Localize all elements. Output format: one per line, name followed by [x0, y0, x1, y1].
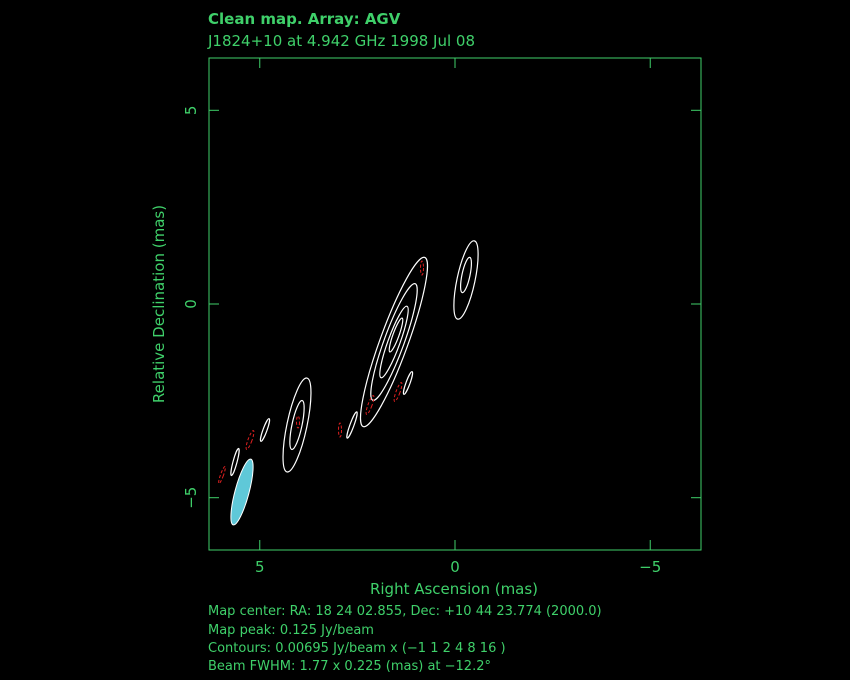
x-tick-label: 0 [450, 558, 460, 576]
y-tick-label: 5 [182, 106, 200, 116]
contour [459, 256, 473, 294]
y-tick-label: −5 [182, 487, 200, 509]
negative-contour [296, 415, 300, 429]
x-tick-label: −5 [639, 558, 661, 576]
contour [379, 305, 409, 379]
negative-contour [393, 382, 403, 402]
negative-contour [245, 430, 255, 450]
contour [370, 283, 418, 401]
x-tick-label: 5 [255, 558, 265, 576]
contour [230, 447, 240, 477]
note: Map center: RA: 18 24 02.855, Dec: +10 4… [208, 604, 602, 619]
note: Beam FWHM: 1.77 x 0.225 (mas) at −12.2° [208, 659, 491, 674]
contour [289, 399, 305, 451]
contour [259, 418, 271, 442]
negative-contour [218, 466, 226, 484]
negative-contour [420, 260, 424, 276]
contour [388, 317, 404, 353]
contour [402, 371, 414, 395]
contour [453, 240, 479, 320]
negative-contour [338, 422, 342, 438]
beam [230, 458, 254, 526]
x-axis-label: Right Ascension (mas) [370, 580, 538, 598]
chart-subtitle: J1824+10 at 4.942 GHz 1998 Jul 08 [207, 32, 475, 50]
chart-title: Clean map. Array: AGV [208, 10, 401, 28]
contour [282, 377, 312, 473]
note: Contours: 0.00695 Jy/beam x (−1 1 2 4 8 … [208, 641, 506, 656]
note: Map peak: 0.125 Jy/beam [208, 623, 374, 638]
contour [346, 411, 358, 439]
contour [359, 256, 429, 428]
contours [218, 240, 479, 526]
y-tick-label: 0 [182, 299, 200, 309]
y-axis-label: Relative Declination (mas) [150, 205, 168, 403]
negative-contour [365, 395, 375, 415]
